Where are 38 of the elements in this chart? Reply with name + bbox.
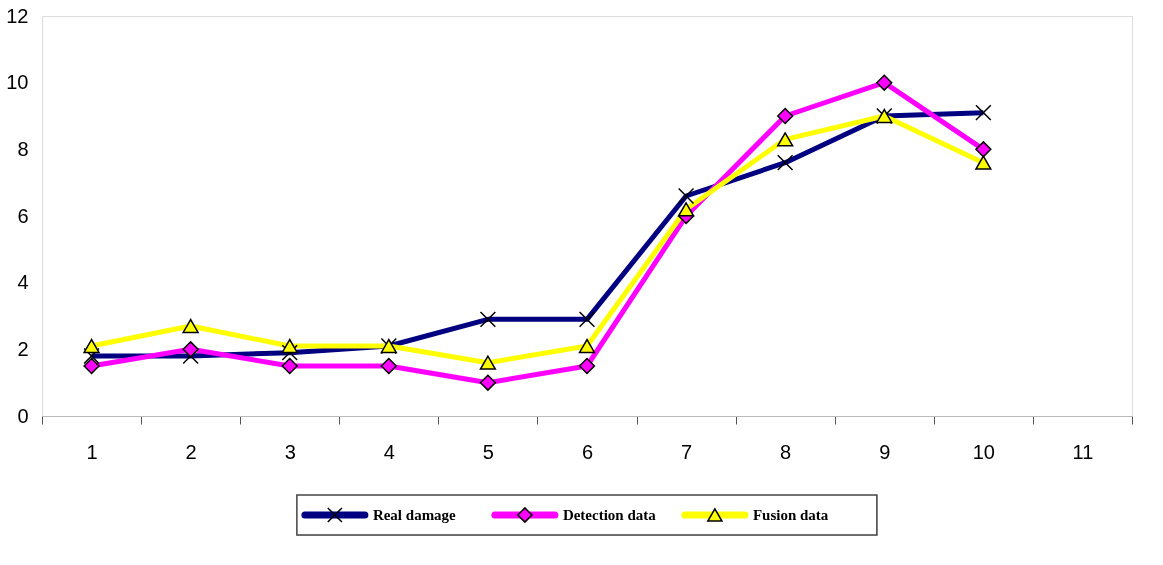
legend-label: Fusion data [752,507,829,523]
point [578,338,596,354]
y-tick-label: 4 [17,271,29,294]
y-tick-label: 6 [17,204,29,227]
point [479,355,497,370]
point [479,374,497,391]
x-tick-label: 1 [86,440,98,463]
point [578,357,596,375]
x-tick-label: 8 [780,440,792,463]
x-tick-label: 9 [879,440,891,463]
x-tick-label: 3 [284,440,296,463]
point [182,318,199,334]
x-tick-label: 4 [383,440,395,463]
y-tick-label: 10 [6,71,29,94]
legend-label: Detection data [562,507,657,523]
y-tick-label: 0 [17,404,29,427]
y-tick-label: 12 [6,4,29,27]
y-tick-label: 8 [17,137,29,160]
x-tick-label: 2 [185,440,197,463]
point [777,107,794,125]
point [975,155,992,170]
point [380,357,397,375]
point [975,141,992,158]
point [777,132,794,147]
x-tick-label: 5 [482,440,494,463]
x-tick-label: 10 [972,440,995,463]
point [876,74,893,91]
legend-label: Real damage [372,507,457,523]
x-tick-label: 11 [1072,440,1094,463]
x-tick-label: 7 [681,440,693,463]
point [281,357,298,375]
point [182,341,199,358]
y-tick-label: 2 [17,337,29,360]
point [83,338,100,354]
point [281,338,298,354]
point [83,357,100,375]
x-tick-label: 6 [581,440,594,463]
point [677,202,695,217]
